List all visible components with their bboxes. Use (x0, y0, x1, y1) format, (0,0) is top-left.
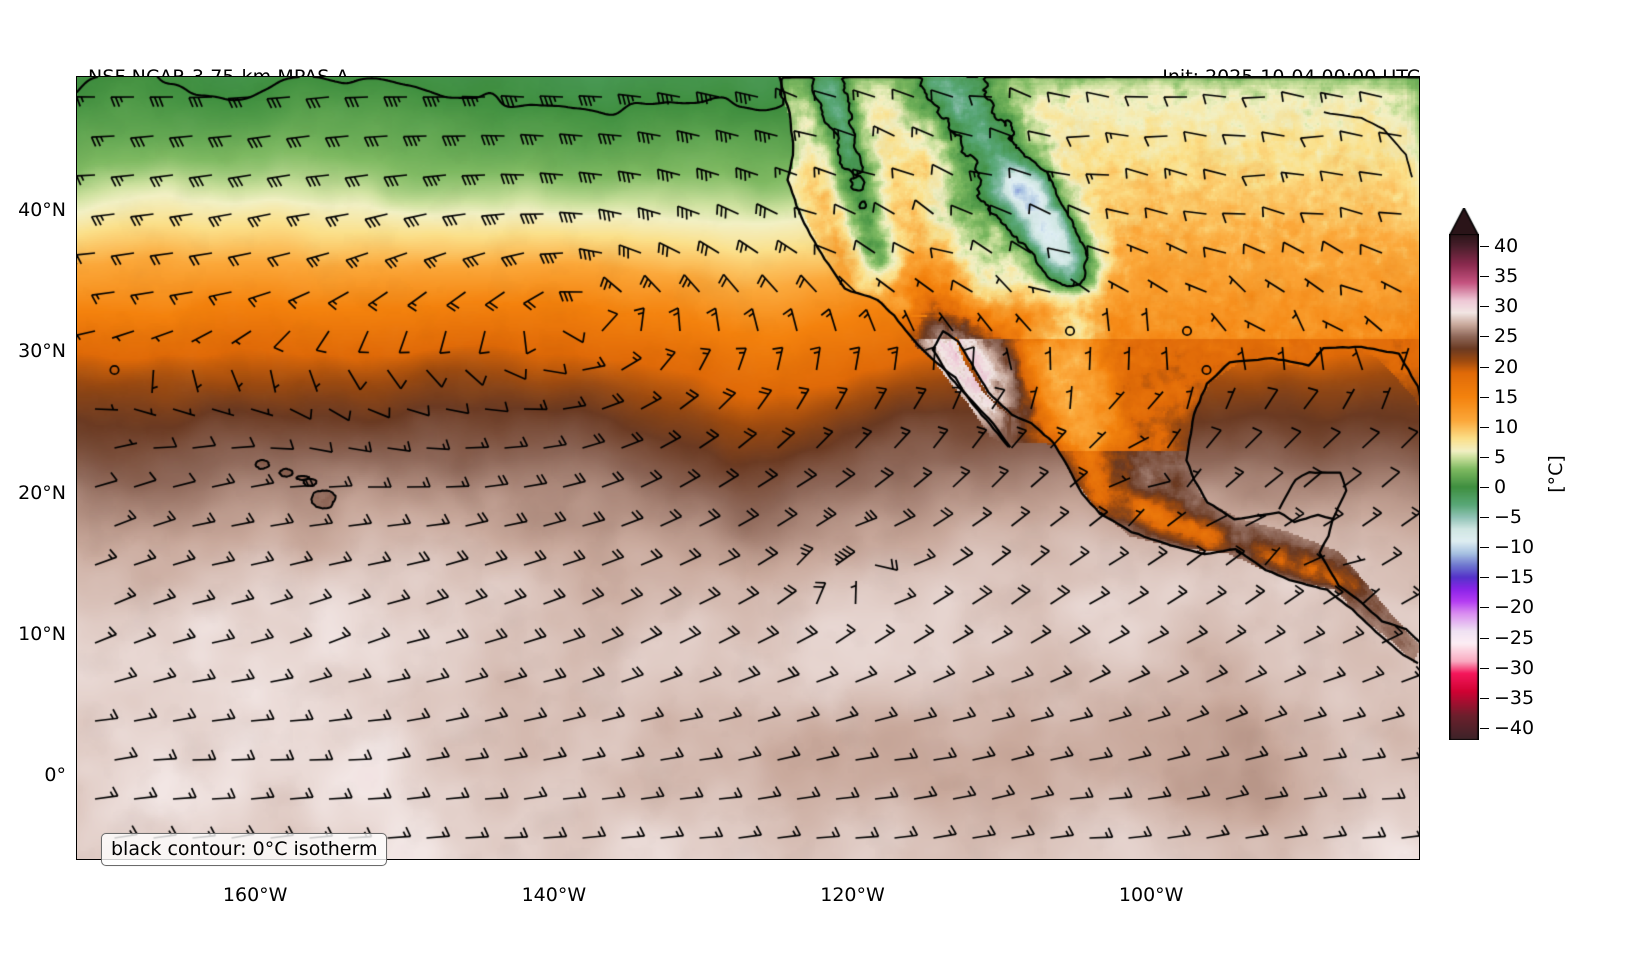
colorbar-tick-label: −5 (1494, 506, 1523, 529)
colorbar-tick-label: −25 (1494, 626, 1535, 649)
colorbar-tick-label: 30 (1494, 295, 1519, 318)
colorbar-tick (1480, 547, 1489, 549)
colorbar-tick-label: 5 (1494, 445, 1507, 468)
map-plot-area[interactable] (76, 76, 1420, 860)
colorbar-tick (1480, 366, 1489, 368)
ytick-label: 20°N (18, 481, 66, 504)
colorbar-tick (1480, 637, 1489, 639)
colorbar-tick-label: −10 (1494, 536, 1535, 559)
colorbar-tick (1480, 487, 1489, 488)
colorbar-tick-label: 40 (1494, 235, 1519, 258)
colorbar-tick-label: −15 (1494, 566, 1535, 589)
colorbar-tick (1480, 697, 1489, 699)
colorbar-tick (1480, 276, 1489, 278)
colorbar-tick (1480, 577, 1489, 579)
temperature-wind-map (77, 77, 1419, 859)
colorbar-tick-label: −40 (1494, 716, 1535, 739)
colorbar-tick-label: 25 (1494, 325, 1519, 348)
colorbar-tick-label: 10 (1494, 415, 1519, 438)
colorbar-tick (1480, 306, 1489, 308)
colorbar-extend-top (1449, 208, 1479, 235)
colorbar-tick-label: −35 (1494, 686, 1535, 709)
colorbar-axis-label: [°C] (1545, 455, 1567, 493)
colorbar-tick (1480, 246, 1489, 248)
colorbar-tick (1480, 426, 1489, 428)
colorbar-tick (1480, 336, 1489, 338)
colorbar-tick-label: 20 (1494, 355, 1519, 378)
colorbar-gradient (1449, 234, 1479, 740)
ytick-label: 30°N (18, 340, 66, 363)
colorbar-tick (1480, 607, 1489, 609)
xtick-label: 160°W (222, 884, 288, 906)
ytick-label: 40°N (18, 199, 66, 222)
xtick-label: 140°W (521, 884, 587, 906)
colorbar-tick-label: 35 (1494, 265, 1519, 288)
ytick-label: 0° (44, 764, 66, 787)
colorbar-tick (1480, 727, 1489, 729)
colorbar-tick (1480, 667, 1489, 669)
colorbar-tick-label: 15 (1494, 385, 1519, 408)
colorbar-tick (1480, 396, 1489, 398)
colorbar[interactable]: 40 35 30 25 20 15 10 5 0 −5 −10 −15 −20 −25 −30 −35 −40 (1449, 208, 1534, 740)
xtick-label: 100°W (1118, 884, 1184, 906)
colorbar-tick-label: −20 (1494, 596, 1535, 619)
contour-legend-note: black contour: 0°C isotherm (101, 833, 388, 866)
colorbar-tick-label: 0 (1494, 476, 1507, 498)
xtick-label: 120°W (820, 884, 885, 906)
colorbar-tick (1480, 456, 1489, 458)
ytick-label: 10°N (18, 622, 66, 645)
colorbar-tick (1480, 517, 1489, 519)
colorbar-tick-label: −30 (1494, 656, 1535, 679)
